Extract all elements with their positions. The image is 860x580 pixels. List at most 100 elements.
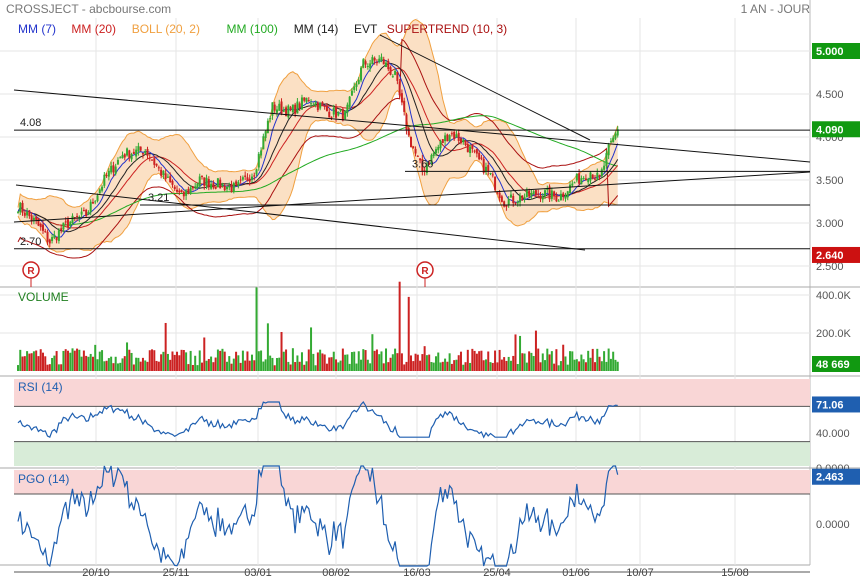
rsi-tick-label: 40.000 [816,428,850,440]
rsi-last-tag-bg [812,396,860,413]
candle-body [62,222,65,230]
candle-body [346,104,349,113]
volume-bar [203,337,206,371]
volume-bar [275,358,278,371]
candle-body [521,195,524,201]
volume-bar [69,352,72,371]
candle-body [253,175,256,177]
support-price-tag-bg [812,246,860,263]
candle-body [223,186,226,191]
volume-bar [94,344,97,371]
candle-body [248,178,251,182]
period-selector[interactable]: 1 AN - JOUR [740,2,810,16]
candle-body [371,57,374,65]
volume-bar [73,350,76,371]
volume-bar [162,351,165,371]
volume-bar [182,349,185,371]
candle-body [123,154,126,158]
volume-bar [559,361,562,371]
candle-body [157,167,160,169]
volume-bar [207,359,210,371]
volume-bar [500,359,503,371]
candle-body [528,190,531,197]
candle-body [496,192,499,194]
volume-bar [412,361,415,371]
candle-body [362,59,365,68]
candle-body [221,183,224,187]
candle-body [350,90,353,96]
volume-bar [437,352,440,371]
candle-body [225,186,228,190]
trend-line [13,89,811,163]
volume-bar [230,363,233,371]
candle-body [391,76,394,78]
volume-bar [216,349,219,371]
candle-body [210,183,213,189]
candle-body [534,190,537,196]
volume-bar [498,349,501,371]
volume-bar [421,354,424,371]
price-top-tag: 5.000 [816,46,844,58]
candle-body [487,165,490,172]
volume-bar [285,349,288,371]
candle-body [532,191,535,195]
volume-bar [366,359,369,371]
volume-bar [151,349,154,371]
candle-body [412,146,415,149]
volume-bar [371,334,374,371]
volume-bar [212,362,215,371]
volume-bar [548,354,551,371]
volume-bar [153,350,156,371]
candle-body [205,177,208,186]
candle-body [278,103,281,111]
volume-bar [294,362,297,371]
candle-body [37,217,40,226]
candle-body [421,158,424,172]
bollinger-upper-line [17,18,619,208]
candle-body [119,157,122,159]
trend-line [13,171,811,223]
volume-bar [57,364,60,371]
candle-body [17,211,19,213]
candle-body [405,114,408,131]
volume-bar [444,358,447,371]
volume-bar [562,344,565,371]
volume-bar [514,334,517,371]
candle-body [439,141,442,149]
candle-body [375,62,378,64]
candle-body [589,172,592,181]
volume-bar [132,364,135,371]
candle-body [428,163,431,165]
volume-bar [198,350,201,371]
volume-bar [228,356,231,371]
candle-body [291,104,294,112]
x-tick-label: 01/06 [562,567,590,579]
candle-body [160,169,163,176]
candle-body [575,174,578,181]
volume-bar [503,357,506,371]
volume-bar [550,351,553,371]
volume-bar [457,355,460,371]
candle-body [491,174,494,176]
volume-bar [564,356,567,371]
volume-bar [609,358,612,371]
volume-bar [164,322,167,371]
volume-bar [466,349,469,371]
candle-body [416,155,419,157]
candle-body [296,101,299,114]
candle-body [330,116,333,118]
candle-body [478,152,481,160]
volume-bar [278,357,281,371]
volume-bar [523,353,526,371]
volume-bar [346,354,349,371]
candle-body [600,169,603,176]
volume-bar [257,351,260,371]
volume-bar [17,365,19,371]
candle-body [269,118,272,120]
candle-body [553,191,556,197]
volume-bar [101,350,104,371]
volume-bar [432,362,435,371]
volume-bar [521,353,524,371]
candle-body [407,128,410,136]
